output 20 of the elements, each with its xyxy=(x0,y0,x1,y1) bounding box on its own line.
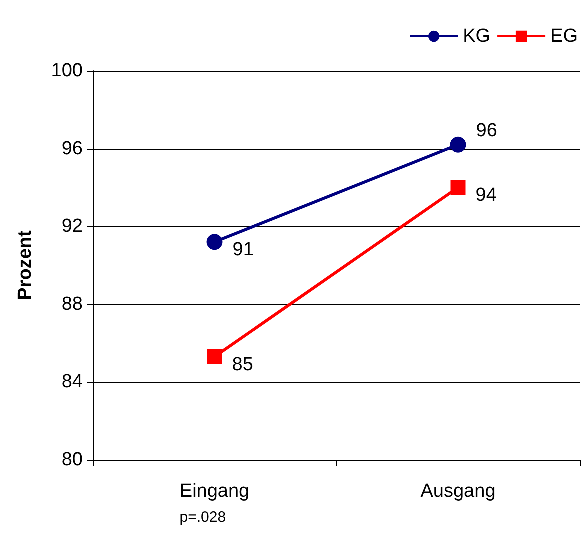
y-tick-label: 96 xyxy=(62,138,83,160)
point xyxy=(206,234,223,250)
x-tick-label: Ausgang xyxy=(420,481,496,502)
point xyxy=(450,136,466,153)
y-tick-label: 84 xyxy=(62,372,84,393)
text: p=.028 xyxy=(180,509,226,526)
y-tick-label: 92 xyxy=(62,216,83,238)
legend-label: KG xyxy=(463,26,491,47)
y-tick-label: 100 xyxy=(51,60,83,82)
x-tick-label: Eingang xyxy=(180,481,250,502)
point xyxy=(450,180,466,196)
y-tick-label: 80 xyxy=(62,450,83,470)
y-axis-title: Prozent xyxy=(15,230,36,300)
data-label: 96 xyxy=(476,120,498,142)
point xyxy=(207,349,222,364)
data-label: 91 xyxy=(232,240,254,261)
legend-label: EG xyxy=(550,26,578,47)
data-label: 94 xyxy=(476,185,498,206)
y-tick-label: 88 xyxy=(62,294,83,315)
data-label: 85 xyxy=(232,354,254,376)
